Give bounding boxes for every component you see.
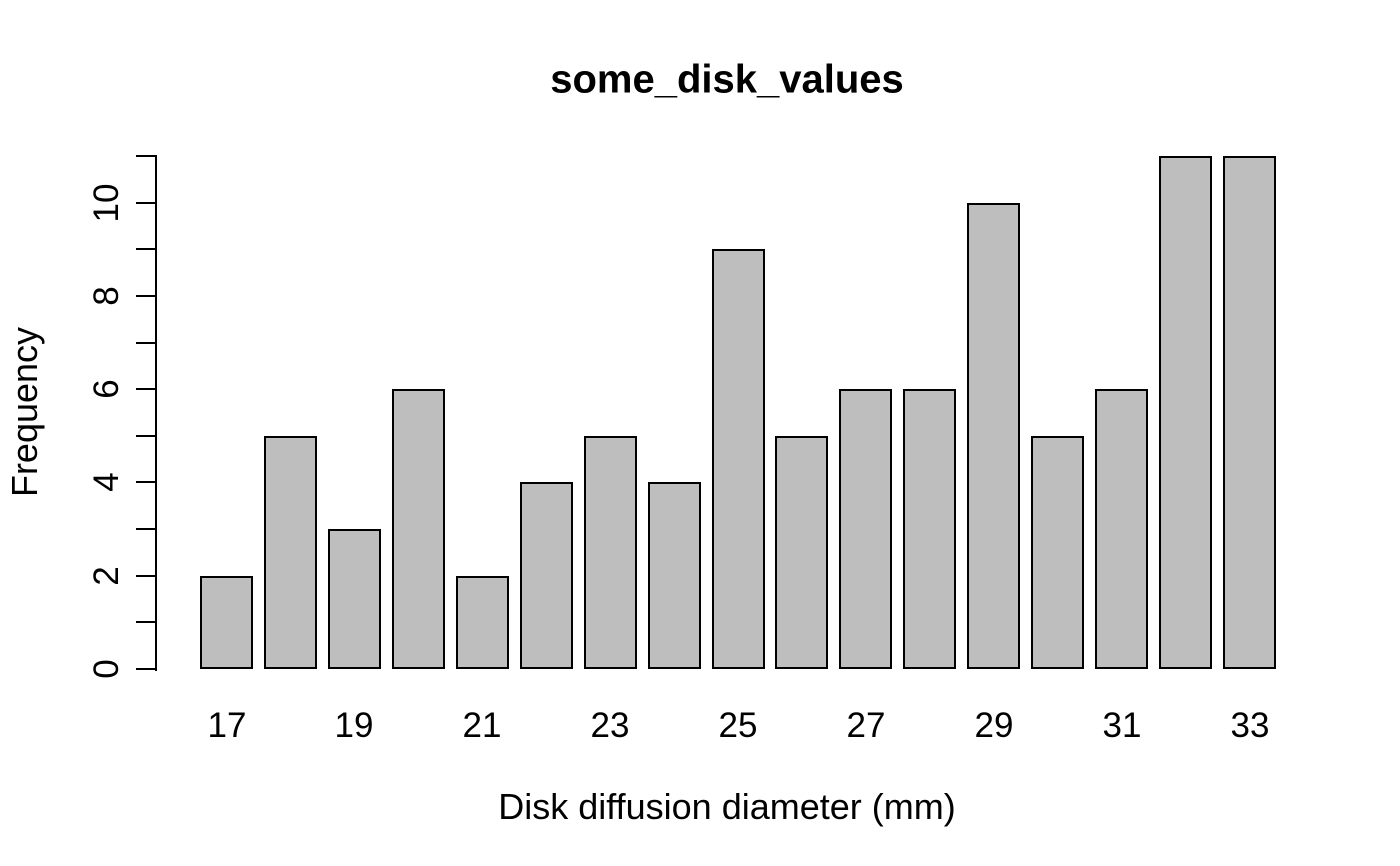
bar	[775, 436, 828, 669]
bar	[200, 576, 253, 669]
bar	[1159, 156, 1212, 669]
bar	[967, 203, 1020, 669]
y-tick-label: 6	[87, 379, 126, 399]
x-tick-label: 19	[334, 706, 374, 745]
y-axis-title: Frequency	[4, 326, 45, 498]
x-tick-label: 23	[590, 706, 630, 745]
y-tick	[136, 481, 157, 483]
bar	[264, 436, 317, 669]
y-tick	[136, 202, 157, 204]
y-tick	[136, 342, 157, 344]
y-tick-label: 4	[87, 472, 126, 492]
bar	[520, 482, 573, 669]
bar	[1031, 436, 1084, 669]
bar	[456, 576, 509, 669]
bar	[839, 389, 892, 669]
x-tick-label: 27	[846, 706, 886, 745]
x-tick-label: 21	[462, 706, 502, 745]
x-tick-label: 25	[718, 706, 758, 745]
y-tick	[136, 621, 157, 623]
y-tick	[136, 295, 157, 297]
y-tick	[136, 528, 157, 530]
bar	[584, 436, 637, 669]
y-tick-label: 10	[87, 183, 126, 223]
y-axis-line	[155, 155, 157, 671]
x-tick-label: 31	[1102, 706, 1142, 745]
bar	[648, 482, 701, 669]
y-tick-label: 0	[87, 659, 126, 679]
bar	[392, 389, 445, 669]
bar	[328, 529, 381, 669]
x-tick-label: 29	[974, 706, 1014, 745]
x-axis-title: Disk diffusion diameter (mm)	[498, 786, 956, 827]
x-tick-label: 17	[207, 706, 247, 745]
bar	[1095, 389, 1148, 669]
y-tick	[136, 668, 157, 670]
y-tick	[136, 155, 157, 157]
x-tick-label: 33	[1230, 706, 1270, 745]
bar	[903, 389, 956, 669]
chart-title: some_disk_values	[550, 57, 904, 102]
y-tick	[136, 388, 157, 390]
y-tick-label: 2	[87, 566, 126, 586]
bar	[712, 249, 765, 669]
y-tick-label: 8	[87, 286, 126, 306]
y-tick	[136, 575, 157, 577]
bar	[1223, 156, 1276, 669]
y-tick	[136, 248, 157, 250]
y-tick	[136, 435, 157, 437]
